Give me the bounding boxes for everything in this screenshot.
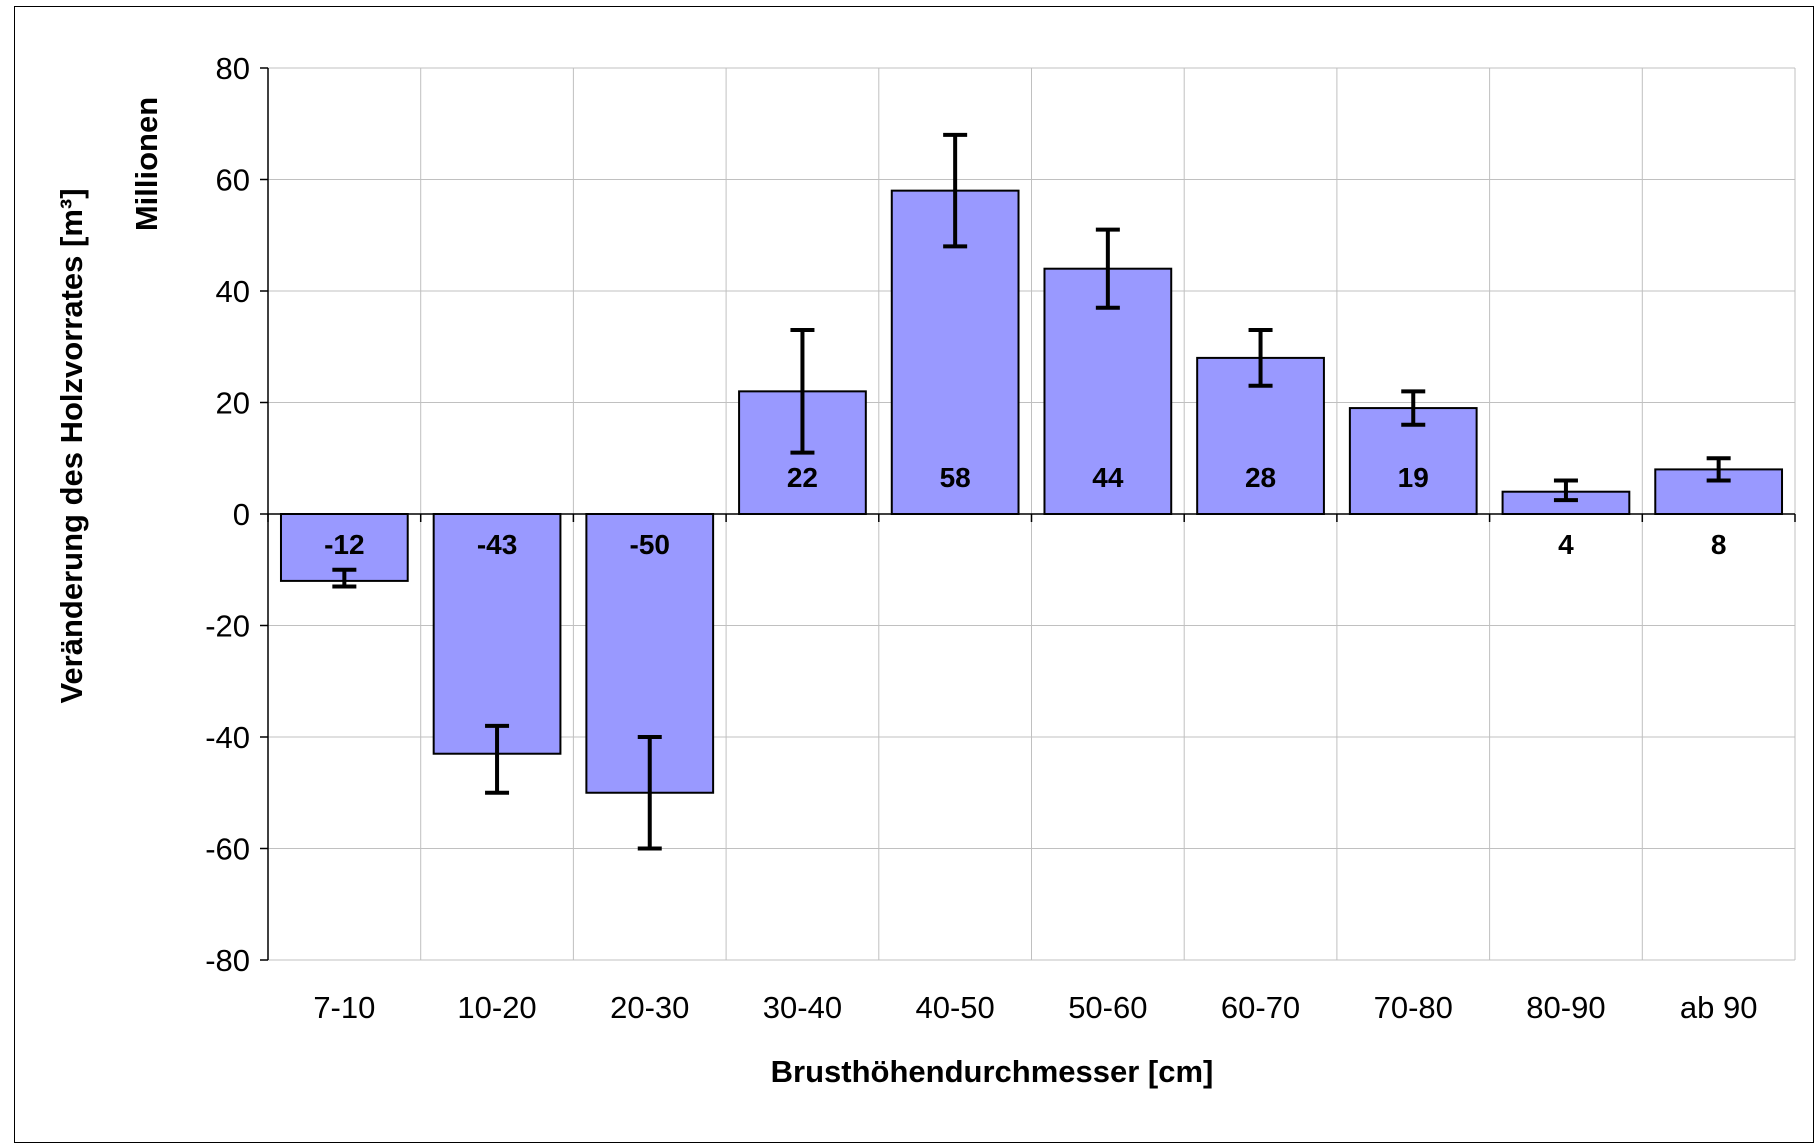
- x-axis-title: Brusthöhendurchmesser [cm]: [771, 1054, 1214, 1089]
- y-tick-label: 40: [216, 274, 250, 309]
- x-tick-label: 20-30: [610, 990, 689, 1025]
- data-label: 22: [787, 462, 818, 493]
- data-label: 58: [940, 462, 971, 493]
- bar: [432, 513, 562, 755]
- chart-frame: 80 60 40 20 0 -20 -40 -60 -80 -12 7-10 -43 10-20 -50 2…: [14, 6, 1814, 1143]
- data-label: 19: [1398, 462, 1429, 493]
- x-tick-label: 10-20: [457, 990, 536, 1025]
- chart-svg: 80 60 40 20 0 -20 -40 -60 -80 -12 7-10 -43 10-20 -50 2…: [54, 51, 1796, 1089]
- x-tick-label: ab 90: [1680, 990, 1758, 1025]
- axis-layer: [260, 67, 1796, 961]
- y-axis-display-unit: Millionen: [129, 97, 164, 231]
- data-label: -50: [630, 529, 670, 560]
- labels-layer: 80 60 40 20 0 -20 -40 -60 -80 -12 7-10 -43 10-20 -50 2…: [205, 51, 1757, 1025]
- data-label: -12: [324, 529, 364, 560]
- y-tick-label: -80: [205, 943, 250, 978]
- x-tick-label: 30-40: [763, 990, 842, 1025]
- x-tick-label: 7-10: [313, 990, 375, 1025]
- x-tick-label: 40-50: [916, 990, 995, 1025]
- x-tick-label: 60-70: [1221, 990, 1300, 1025]
- y-tick-label: -60: [205, 832, 250, 867]
- y-tick-label: 80: [216, 51, 250, 86]
- data-label: 44: [1092, 462, 1124, 493]
- data-label: 8: [1711, 529, 1727, 560]
- y-tick-label: -20: [205, 609, 250, 644]
- x-tick-label: 80-90: [1526, 990, 1605, 1025]
- y-tick-label: -40: [205, 720, 250, 755]
- data-label: 4: [1558, 529, 1574, 560]
- x-tick-label: 50-60: [1068, 990, 1147, 1025]
- y-axis-title: Veränderung des Holzvorrates [m³]: [54, 188, 89, 703]
- y-tick-label: 60: [216, 163, 250, 198]
- y-tick-label: 20: [216, 386, 250, 421]
- error-bars-layer: [332, 132, 1731, 851]
- x-tick-label: 70-80: [1374, 990, 1453, 1025]
- data-label: 28: [1245, 462, 1276, 493]
- y-tick-label: 0: [233, 497, 250, 532]
- data-label: -43: [477, 529, 517, 560]
